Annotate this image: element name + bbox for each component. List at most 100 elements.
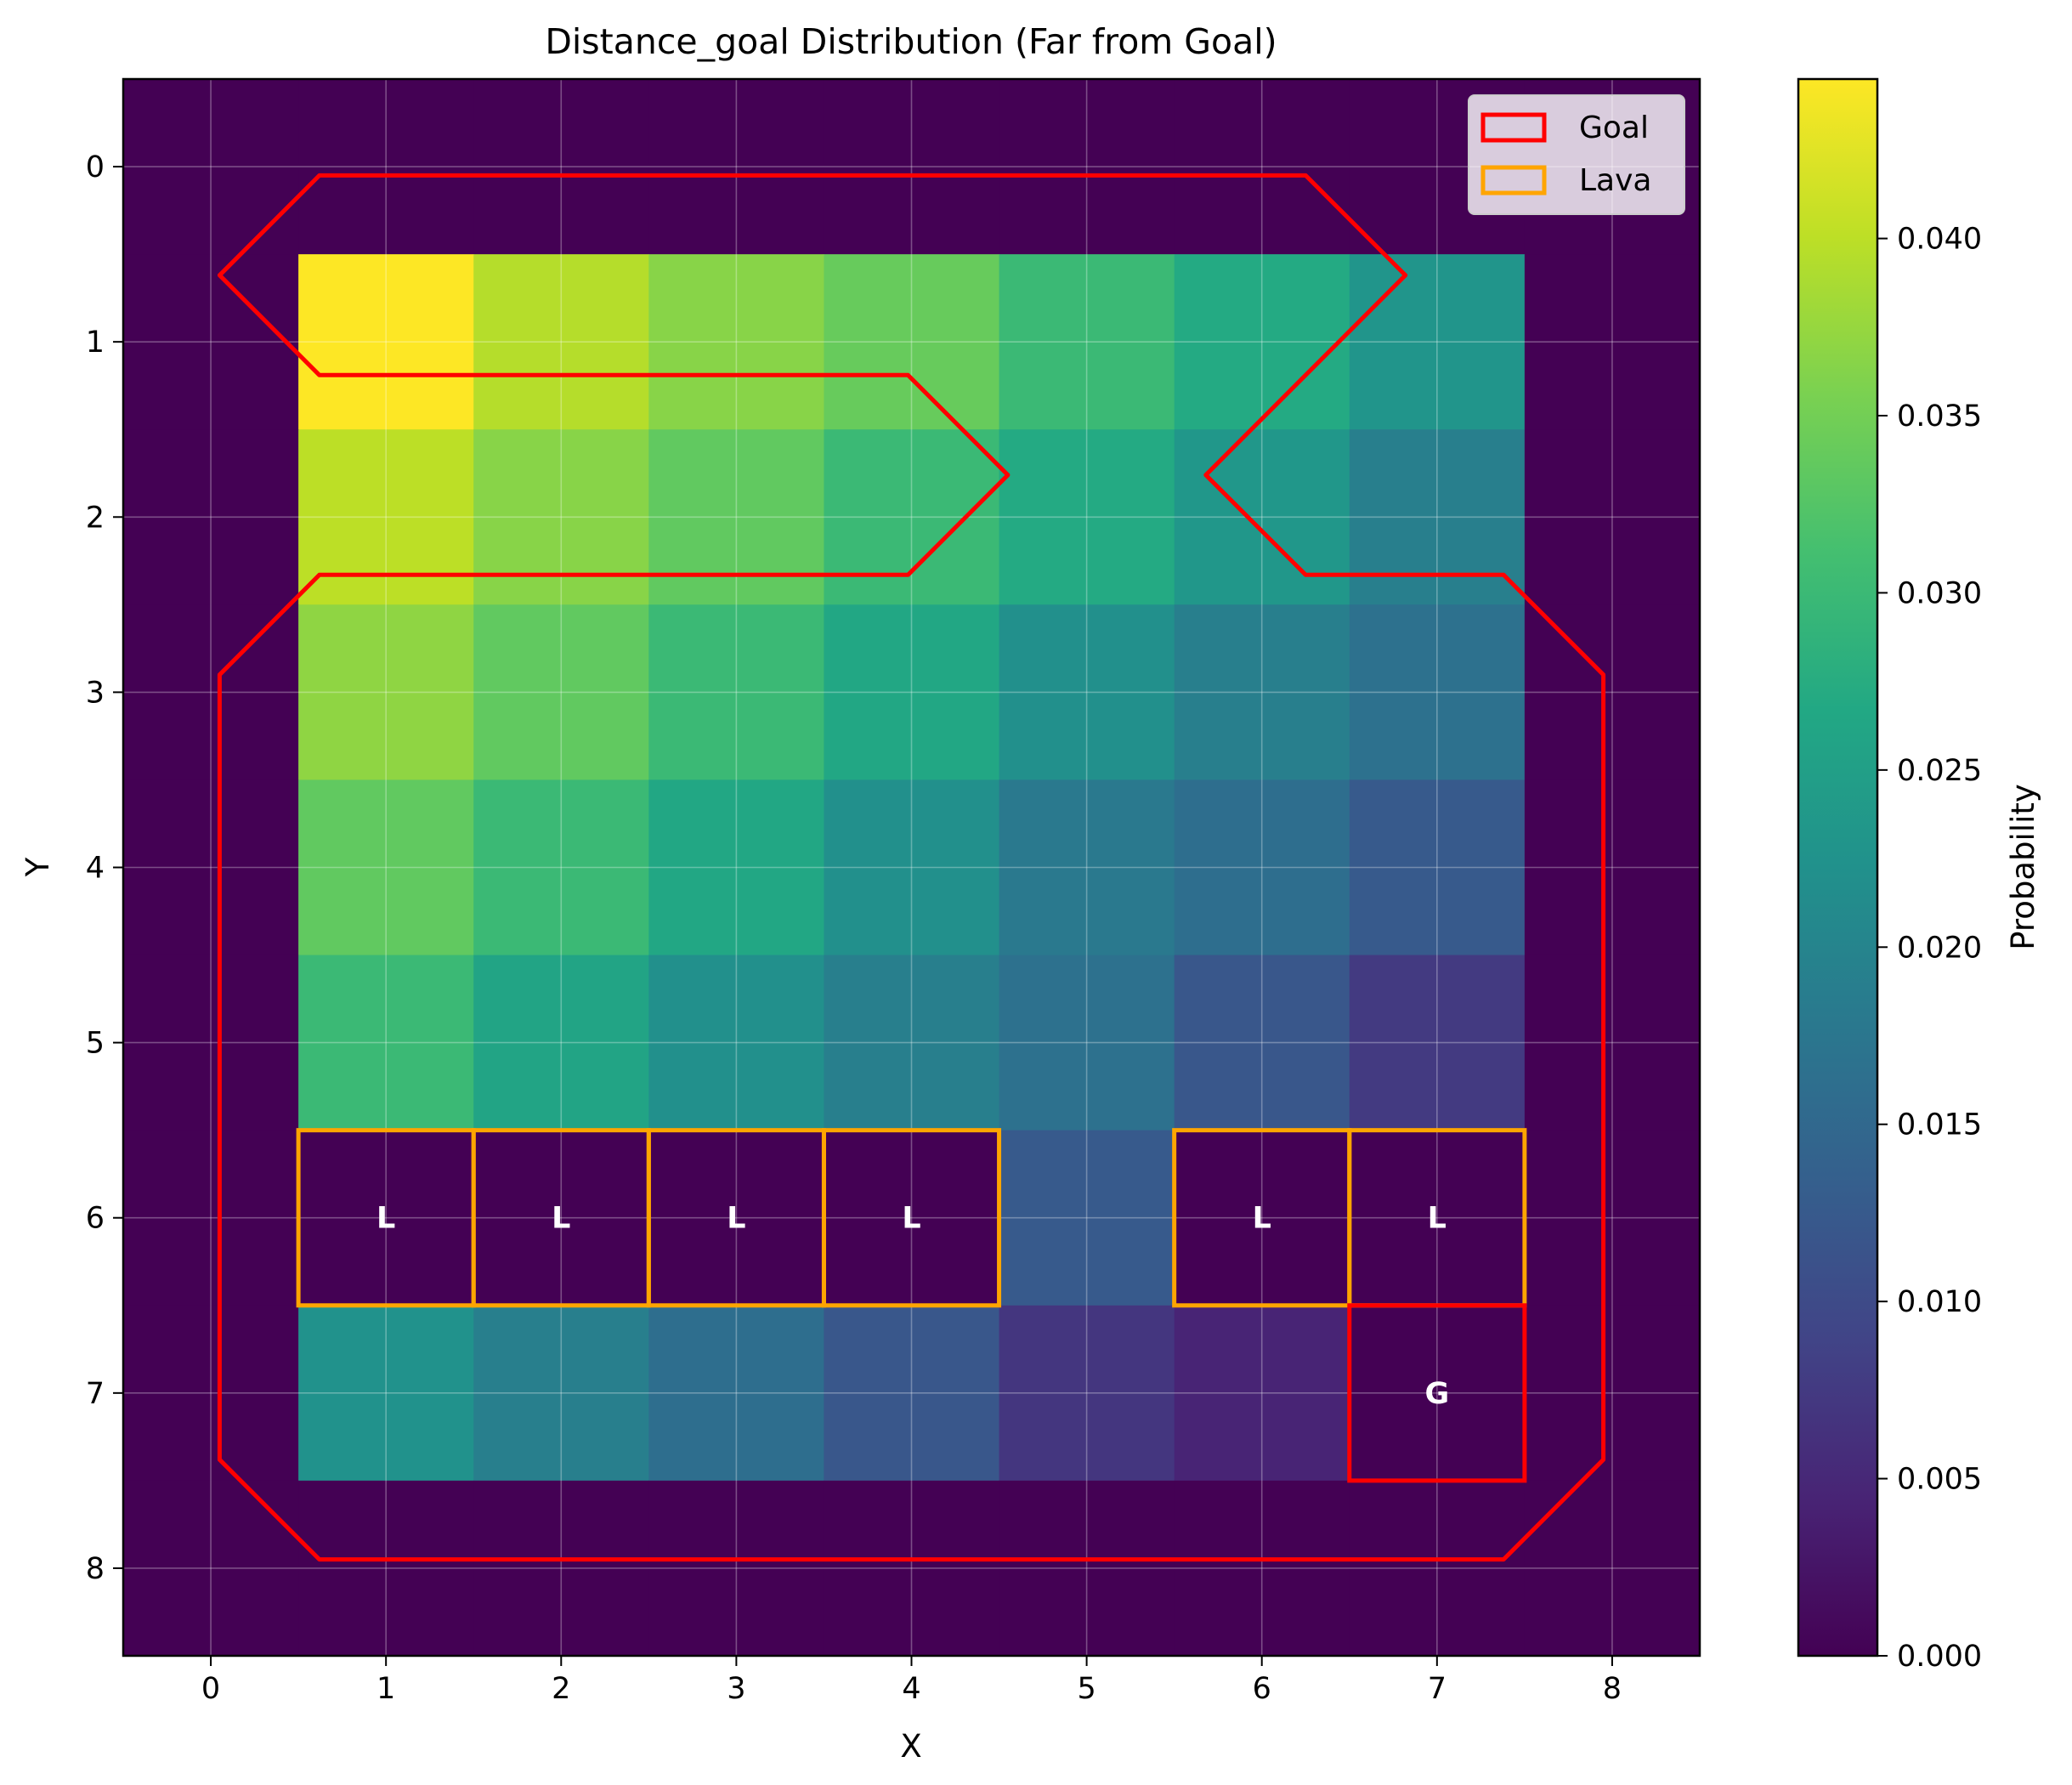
y-tick-label: 1 [86, 326, 105, 360]
chart-title: Distance_goal Distribution (Far from Goa… [545, 21, 1277, 62]
heatmap-cell [824, 604, 1000, 781]
heatmap-cell [824, 955, 1000, 1131]
heatmap-cell [298, 779, 474, 956]
heatmap-cell [298, 1480, 474, 1656]
lava-cell-label: L [902, 1202, 920, 1236]
heatmap-cell [999, 254, 1175, 430]
heatmap-cell [1349, 779, 1526, 956]
heatmap-cell [123, 254, 299, 430]
y-axis-label: Y [20, 857, 56, 877]
heatmap-cell [999, 1305, 1175, 1482]
heatmap-cell [473, 1480, 649, 1656]
colorbar-gradient [1798, 79, 1877, 1656]
heatmap-cell [1524, 779, 1700, 956]
heatmap-cell [123, 1130, 299, 1306]
colorbar-tick-label: 0.010 [1897, 1285, 1982, 1319]
heatmap-cell [473, 779, 649, 956]
lava-cell-label: L [1428, 1202, 1446, 1236]
y-tick-label: 2 [86, 501, 105, 535]
heatmap-cell [473, 1130, 649, 1306]
heatmap-cell [123, 779, 299, 956]
heatmap-cells [123, 79, 1700, 1656]
y-tick-label: 5 [86, 1027, 105, 1061]
heatmap-cell [1349, 254, 1526, 430]
y-tick-label: 3 [86, 676, 105, 710]
heatmap-cell [123, 429, 299, 605]
colorbar-tick-label: 0.025 [1897, 754, 1982, 788]
heatmap-cell [1349, 1305, 1526, 1482]
legend-label-goal: Goal [1579, 110, 1649, 145]
heatmap-cell [298, 79, 474, 255]
heatmap-cell [999, 429, 1175, 605]
goal-cell-label: G [1424, 1377, 1449, 1411]
lava-cell-label: L [1253, 1202, 1271, 1236]
x-tick-label: 1 [376, 1672, 395, 1706]
y-tick-label: 4 [86, 852, 105, 886]
colorbar-tick-label: 0.015 [1897, 1108, 1982, 1142]
y-tick-label: 7 [86, 1377, 105, 1411]
heatmap-cell [473, 604, 649, 781]
goal-markers: G [217, 173, 1606, 1562]
heatmap-cell [473, 1305, 649, 1482]
colorbar-frame [1797, 77, 1879, 1658]
heatmap-cell [648, 1305, 825, 1482]
goal-cell-outline [1347, 1303, 1527, 1483]
heatmap-cell [473, 79, 649, 255]
x-tick-label: 4 [902, 1672, 920, 1706]
heatmap-cell [1174, 1480, 1350, 1656]
colorbar-tick-label: 0.005 [1897, 1463, 1982, 1497]
heatmap-cell [1349, 604, 1526, 781]
legend-swatch-lava [1480, 165, 1547, 196]
legend-label-lava: Lava [1579, 163, 1651, 198]
lava-cell-label: L [376, 1202, 395, 1236]
lava-cell-label: L [727, 1202, 745, 1236]
x-axis-ticks: 0 1 2 3 4 5 6 7 8 [201, 1656, 1622, 1706]
legend-box [1468, 94, 1685, 215]
heatmap-cell [1174, 955, 1350, 1131]
heatmap-cell [824, 79, 1000, 255]
heatmap-cell [473, 955, 649, 1131]
heatmap-cell [298, 1130, 474, 1306]
heatmap-cell [1174, 1130, 1350, 1306]
x-tick-label: 3 [727, 1672, 745, 1706]
heatmap-cell [824, 254, 1000, 430]
heatmap-cell [648, 254, 825, 430]
heatmap-cell [123, 1305, 299, 1482]
heatmap-cell [648, 79, 825, 255]
x-tick-label: 2 [552, 1672, 570, 1706]
heatmap-cell [648, 779, 825, 956]
heatmap-cell [1524, 604, 1700, 781]
heatmap-cell [123, 604, 299, 781]
heatmap-cell [1349, 1480, 1526, 1656]
y-tick-label: 8 [86, 1552, 105, 1586]
heatmap-cell [1524, 955, 1700, 1131]
heatmap-cell [648, 955, 825, 1131]
heatmap-cell [123, 955, 299, 1131]
legend: Goal Lava [1468, 94, 1685, 215]
heatmap-cell [1524, 429, 1700, 605]
x-tick-label: 7 [1428, 1672, 1446, 1706]
heatmap-cell [999, 955, 1175, 1131]
x-axis-label: X [900, 1728, 921, 1765]
heatmap-cell [298, 604, 474, 781]
colorbar-label: Probability [2005, 784, 2041, 950]
heatmap-cell [648, 604, 825, 781]
x-tick-label: 8 [1603, 1672, 1622, 1706]
heatmap-cell [1349, 1130, 1526, 1306]
colorbar-tick-label: 0.035 [1897, 400, 1982, 434]
heatmap-cell [1524, 254, 1700, 430]
lava-cell-outline [821, 1128, 1002, 1308]
heatmap-cell [298, 254, 474, 430]
heatmap-cell [648, 1130, 825, 1306]
heatmap-cell [473, 254, 649, 430]
y-tick-label: 0 [86, 150, 105, 184]
grid-lines [123, 79, 1700, 1656]
x-tick-label: 6 [1253, 1672, 1271, 1706]
goal-outline [217, 173, 1606, 1562]
colorbar: 0.000 0.005 0.010 0.015 0.020 0.025 0.030 0.035… [1797, 77, 1982, 1674]
heatmap-cell [298, 955, 474, 1131]
heatmap-cell [999, 79, 1175, 255]
colorbar-tick-label: 0.020 [1897, 931, 1982, 965]
x-tick-label: 5 [1077, 1672, 1095, 1706]
